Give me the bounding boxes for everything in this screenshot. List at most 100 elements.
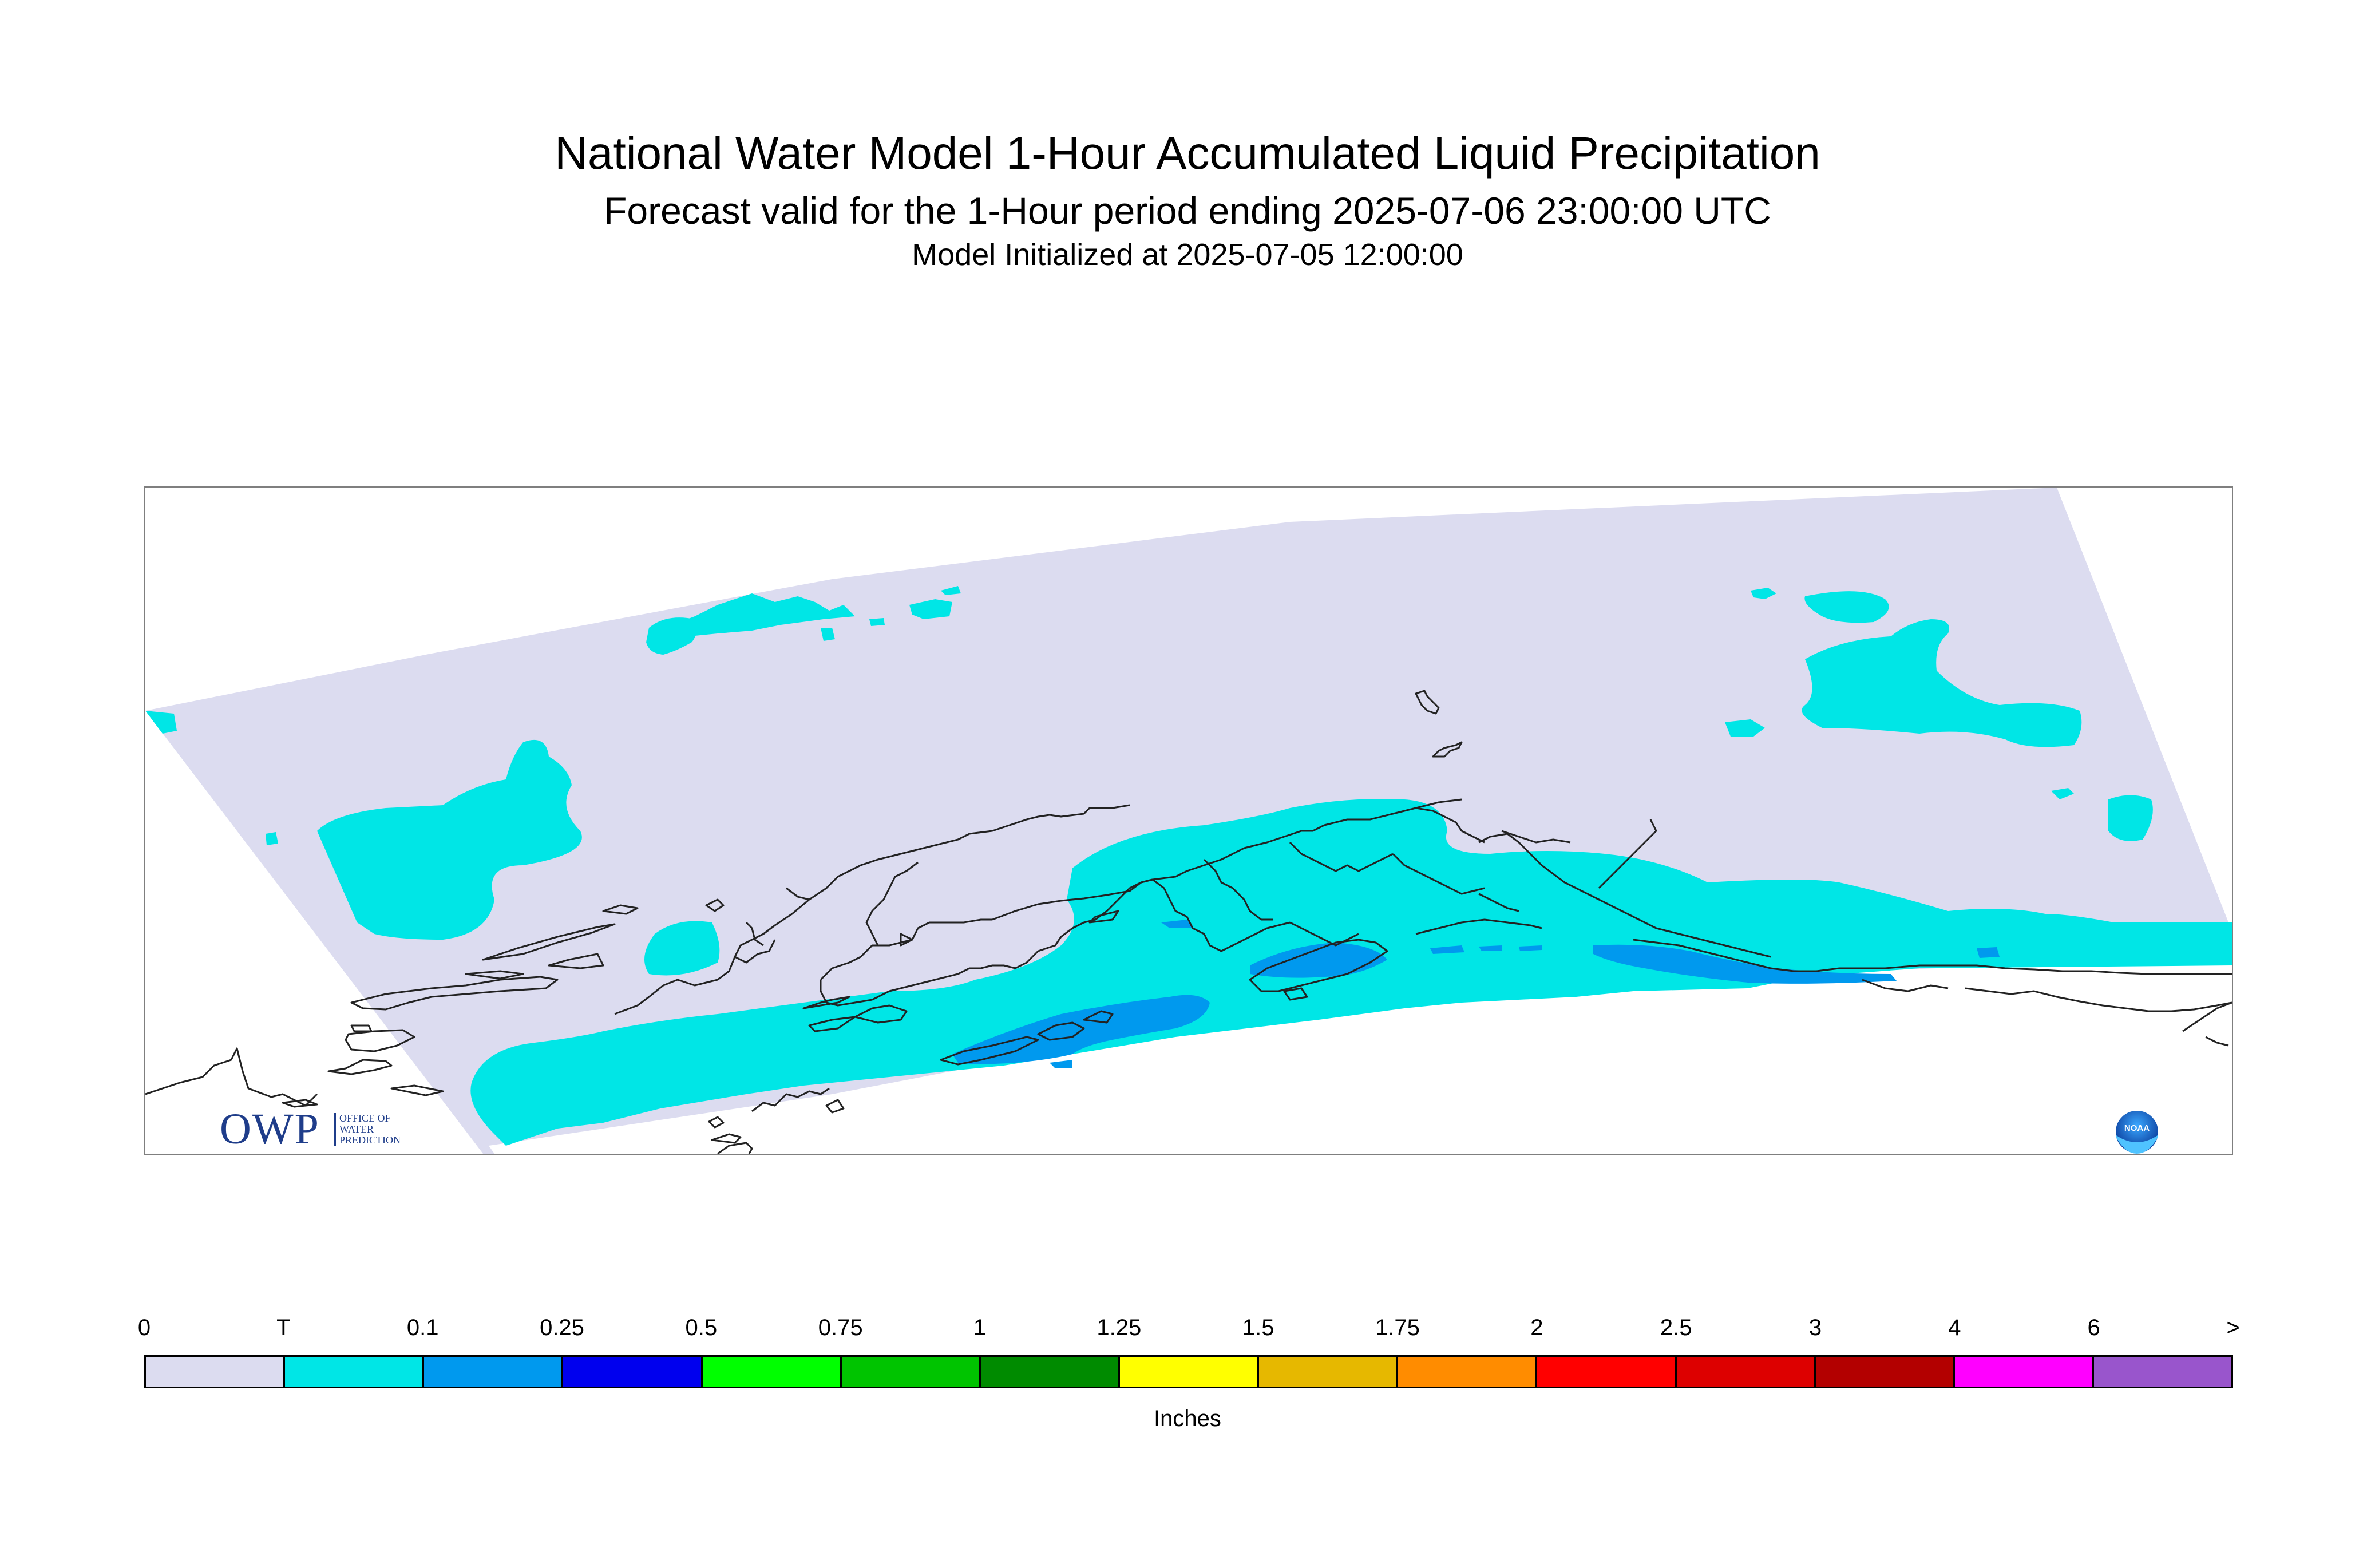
coastline	[2182, 1001, 2232, 1032]
coastline	[1598, 819, 1657, 889]
precip-area	[1804, 591, 1889, 623]
legend-tick-label: 2	[1530, 1315, 1543, 1340]
precipitation-map	[145, 488, 2232, 1154]
coastline	[1392, 853, 1485, 895]
legend-swatch	[1398, 1357, 1538, 1387]
map-panel: OWP OFFICE OF WATER PREDICTION NOAA	[144, 486, 2233, 1155]
precip-area	[941, 586, 961, 595]
precip-area	[1751, 588, 1776, 599]
legend-tick-label: 1.25	[1097, 1315, 1142, 1340]
model-init-label: Model Initialized at 2025-07-05 12:00:00	[912, 237, 1463, 272]
legend-swatch	[1537, 1357, 1677, 1387]
precip-area	[1430, 945, 1464, 954]
coastline	[282, 1099, 318, 1108]
legend-swatch	[1676, 1357, 1816, 1387]
coastline	[786, 887, 810, 901]
legend-swatch	[2093, 1357, 2232, 1387]
coastline	[1249, 939, 1388, 992]
legend-swatch	[1259, 1357, 1399, 1387]
legend-swatch	[702, 1357, 842, 1387]
precip-area	[2051, 788, 2074, 799]
legend-tick-label: 3	[1808, 1315, 1822, 1340]
precip-area	[821, 628, 835, 641]
precip-area	[1161, 920, 1193, 928]
legend-tick-label: 0.5	[685, 1315, 718, 1340]
precip-area	[1802, 619, 2082, 747]
coastline	[1289, 921, 1359, 947]
precip-area	[1479, 945, 1502, 951]
legend-swatch	[980, 1357, 1120, 1387]
legend-tick-label: 1.75	[1375, 1315, 1420, 1340]
legend-colorbar	[144, 1355, 2233, 1388]
precip-area	[672, 593, 855, 636]
coastline	[717, 1142, 753, 1154]
coastline	[1965, 987, 2232, 1012]
legend-swatch	[424, 1357, 564, 1387]
coastline	[854, 1004, 908, 1024]
precip-area	[1977, 947, 2000, 958]
coastline	[1415, 918, 1542, 935]
legend-tick-label: 1	[973, 1315, 987, 1340]
coastline	[900, 933, 913, 947]
precip-area	[2108, 795, 2153, 841]
coastline	[1415, 807, 1485, 844]
coastline	[548, 953, 604, 969]
coastline	[1289, 841, 1394, 872]
coastline	[1478, 893, 1519, 912]
legend-swatch	[1954, 1357, 2094, 1387]
coastline	[1478, 833, 1771, 958]
coastline	[1037, 1021, 1085, 1041]
legend-tick-label: 0.25	[540, 1315, 584, 1340]
legend-tick-label: 0.75	[818, 1315, 863, 1340]
legend-swatch	[1815, 1357, 1955, 1387]
coastline	[734, 939, 776, 964]
coastline	[2205, 1036, 2229, 1047]
coastline	[465, 970, 524, 980]
coastline	[865, 861, 919, 946]
coastline	[145, 1047, 318, 1107]
map-subtitle: Forecast valid for the 1-Hour period end…	[604, 189, 1771, 232]
legend-tick-label: 4	[1948, 1315, 1961, 1340]
coastline	[1283, 987, 1308, 1001]
legend-swatch	[563, 1357, 703, 1387]
coastline	[708, 1116, 725, 1129]
noaa-logo: NOAA	[2115, 1110, 2159, 1154]
coastline	[614, 804, 1130, 1015]
coastline	[1083, 1010, 1114, 1024]
owp-logo-subtext: OFFICE OF WATER PREDICTION	[334, 1113, 419, 1146]
coastline	[705, 898, 725, 912]
coastline	[872, 878, 1153, 1001]
coastline	[1432, 741, 1463, 758]
coastlines	[145, 690, 2232, 1154]
coastline	[350, 976, 559, 1011]
coastline	[482, 923, 616, 961]
coastline	[1415, 690, 1440, 715]
coastline	[808, 1016, 856, 1032]
coastline	[992, 798, 1462, 921]
coastline	[711, 1133, 742, 1144]
coastline	[1633, 939, 2232, 975]
model-domain-area	[145, 488, 2232, 1154]
owp-logo-text: OWP	[220, 1105, 320, 1153]
coastline	[345, 1029, 415, 1052]
coastline	[327, 1059, 393, 1075]
legend-unit-label: Inches	[1154, 1406, 1221, 1431]
coastline	[390, 1084, 444, 1096]
coastline	[1501, 830, 1571, 844]
legend-tick-label: 6	[2087, 1315, 2100, 1340]
precip-area	[145, 711, 177, 734]
coastline	[350, 1024, 373, 1032]
coastline	[602, 904, 639, 915]
precip-area	[1250, 943, 1387, 978]
precip-area	[1519, 945, 1542, 951]
precip-area	[909, 599, 952, 619]
precip-area	[1593, 944, 1897, 984]
legend-tick-label: T	[276, 1315, 291, 1340]
precip-area	[869, 618, 885, 626]
legend-swatch	[285, 1357, 425, 1387]
precip-area	[1725, 719, 1765, 737]
legend-tick-label: 0.1	[406, 1315, 439, 1340]
precip-area	[317, 739, 582, 940]
precip-area	[266, 832, 278, 845]
coastline	[1862, 979, 1949, 992]
